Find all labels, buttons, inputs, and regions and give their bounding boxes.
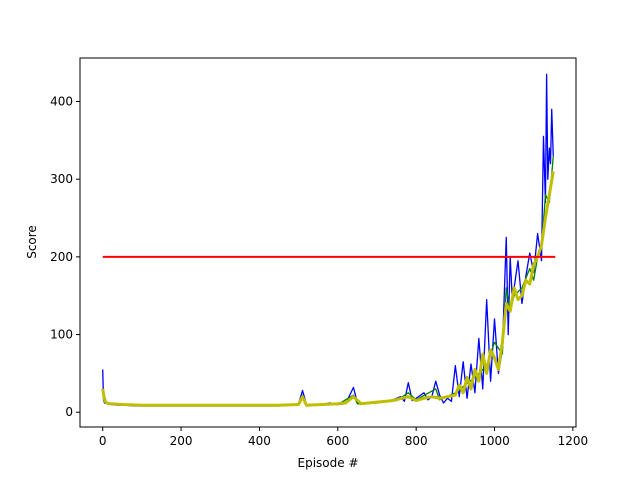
x-tick-label: 400 <box>248 434 271 448</box>
x-tick-label: 200 <box>170 434 193 448</box>
y-tick-label: 100 <box>50 328 73 342</box>
plot-frame <box>79 57 577 428</box>
series-layer <box>101 73 556 407</box>
x-tick-label: 1200 <box>558 434 589 448</box>
y-tick-label: 200 <box>50 250 73 264</box>
y-tick-label: 300 <box>50 172 73 186</box>
x-axis-label: Episode # <box>298 456 359 470</box>
y-axis-label: Score <box>25 225 39 259</box>
y-tick-label: 400 <box>50 95 73 109</box>
x-tick-label: 800 <box>405 434 428 448</box>
series-line-2 <box>101 171 555 407</box>
series-line-0 <box>102 73 554 407</box>
y-axis: 0 100 200 300 400 <box>50 95 80 419</box>
y-tick-label: 0 <box>65 405 73 419</box>
x-axis: 0 200 400 600 800 1000 1200 <box>99 427 588 448</box>
x-tick-label: 600 <box>326 434 349 448</box>
x-tick-label: 0 <box>99 434 107 448</box>
x-tick-label: 1000 <box>479 434 510 448</box>
